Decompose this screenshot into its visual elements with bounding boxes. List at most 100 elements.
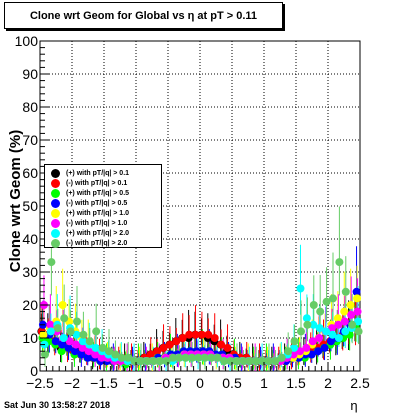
data-point (308, 337, 317, 346)
data-point (57, 347, 66, 356)
data-point (328, 294, 337, 303)
data-point (39, 330, 48, 339)
y-tick-label: 30 (22, 264, 38, 280)
x-tick-label: 0.5 (222, 375, 242, 391)
legend-marker (51, 188, 60, 198)
data-point (354, 317, 363, 326)
data-point (66, 327, 75, 336)
data-point (175, 353, 184, 362)
data-point (97, 353, 106, 362)
data-point (194, 353, 203, 362)
data-point (59, 334, 68, 342)
legend-marker (51, 168, 60, 178)
data-point (153, 347, 162, 356)
data-point (65, 337, 74, 346)
data-point (172, 337, 181, 346)
data-point (302, 314, 311, 323)
data-point (79, 330, 88, 339)
legend-entry: (-) with pT/|q| > 0.5 (45, 198, 127, 208)
data-point (204, 330, 213, 339)
data-point (162, 357, 171, 366)
data-point (210, 334, 219, 342)
data-point (46, 320, 55, 329)
legend-label: (+) with pT/|q| > 0.1 (66, 169, 130, 177)
y-axis-label: Clone wrt Geom (%) (7, 130, 24, 273)
data-point (168, 353, 177, 362)
data-point (271, 357, 280, 366)
data-point (348, 320, 357, 329)
data-point (352, 287, 361, 296)
data-point (354, 327, 363, 336)
legend-label: (-) with pT/|q| > 1.0 (66, 219, 128, 227)
data-point (341, 287, 350, 296)
data-point (191, 330, 200, 339)
data-point (340, 307, 349, 316)
data-point (58, 301, 67, 309)
x-tick-label: 0 (196, 375, 204, 391)
data-point (200, 353, 209, 362)
data-point (51, 337, 60, 346)
data-point (307, 350, 316, 359)
legend-label: (+) with pT/|q| > 0.5 (66, 189, 130, 197)
data-point (316, 307, 325, 316)
x-tick-label: 1 (260, 375, 268, 391)
data-point (117, 353, 126, 362)
data-point (322, 327, 331, 336)
data-point (239, 357, 248, 366)
y-tick-label: 50 (22, 198, 38, 214)
legend-marker (51, 218, 60, 228)
data-point (295, 347, 304, 356)
y-tick-label: 90 (22, 66, 38, 82)
data-point (315, 324, 324, 333)
data-point (197, 330, 206, 339)
data-point (111, 350, 120, 359)
y-tick-label: 70 (22, 132, 38, 148)
y-tick-label: 40 (22, 231, 38, 247)
data-point (85, 337, 94, 346)
data-point (77, 350, 86, 359)
data-point (226, 357, 235, 366)
data-point (296, 284, 305, 293)
legend-entry: (+) with pT/|q| > 2.0 (45, 228, 129, 238)
data-point (188, 353, 197, 362)
data-point (220, 357, 229, 366)
data-point (60, 314, 69, 323)
data-point (309, 320, 318, 329)
timestamp: Sat Jun 30 13:58:27 2018 (4, 400, 111, 410)
legend-marker (51, 228, 60, 238)
data-point (284, 347, 293, 356)
data-point (53, 324, 62, 333)
data-point (136, 357, 145, 366)
data-point (333, 314, 342, 323)
data-point (353, 307, 362, 316)
data-point (207, 353, 216, 362)
data-point (341, 327, 350, 336)
data-point (64, 343, 73, 352)
data-point (302, 343, 311, 352)
y-tick-label: 0 (30, 363, 38, 379)
data-point (72, 330, 81, 339)
data-point (130, 357, 139, 366)
data-point (92, 327, 101, 336)
data-point (346, 301, 355, 309)
data-point (156, 357, 165, 366)
data-point (232, 357, 241, 366)
data-point (217, 340, 226, 349)
data-point (83, 353, 92, 362)
data-point (91, 343, 100, 352)
legend-marker (51, 238, 60, 248)
legend: (+) with pT/|q| > 0.1 (-) with pT/|q| > 0… (44, 164, 162, 248)
legend-entry: (+) with pT/|q| > 1.0 (45, 208, 129, 218)
data-point (347, 310, 356, 319)
data-point (104, 347, 113, 356)
data-point (328, 330, 337, 339)
legend-marker (51, 208, 60, 218)
data-point (47, 258, 56, 267)
x-tick-label: −2 (64, 375, 80, 391)
data-point (296, 327, 305, 336)
x-tick-label: 2.5 (350, 375, 370, 391)
legend-entry: (+) with pT/|q| > 0.1 (45, 168, 129, 178)
data-point (185, 330, 194, 339)
data-point (165, 340, 174, 349)
data-point (78, 337, 87, 346)
